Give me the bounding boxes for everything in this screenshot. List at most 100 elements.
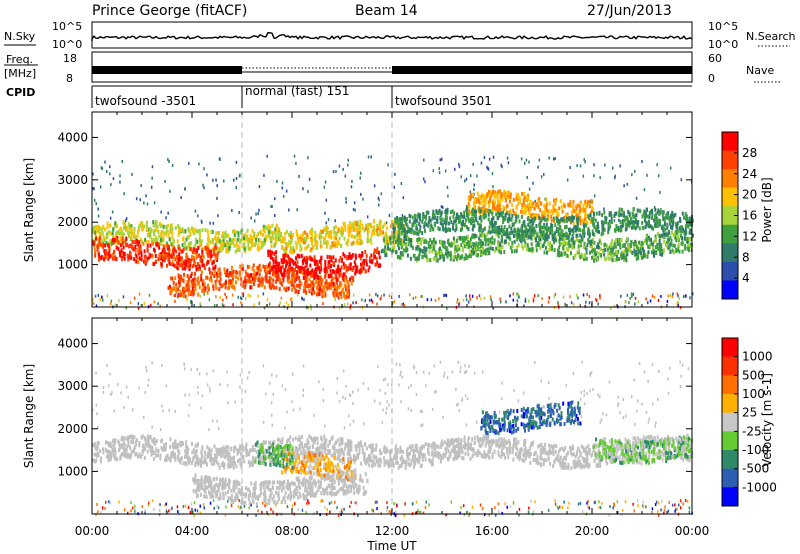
range-cell xyxy=(292,259,295,264)
range-cell xyxy=(364,249,367,254)
scatter-cell xyxy=(258,185,261,189)
range-cell xyxy=(344,287,347,292)
ground-cell xyxy=(653,295,656,299)
scatter-cell xyxy=(171,163,174,167)
range-cell xyxy=(198,253,201,258)
range-cell xyxy=(431,212,434,217)
range-cell xyxy=(465,236,467,241)
range-cell xyxy=(489,246,492,251)
range-cell xyxy=(261,283,263,288)
range-cell xyxy=(478,224,481,229)
range-cell xyxy=(183,290,185,295)
range-cell xyxy=(279,280,282,285)
range-cell xyxy=(529,199,532,204)
range-cell xyxy=(144,237,147,242)
scatter-cell xyxy=(382,378,385,382)
scatter-cell xyxy=(641,160,643,163)
range-cell xyxy=(461,226,463,231)
range-cell xyxy=(347,230,350,235)
range-cell xyxy=(258,282,261,287)
range-cell xyxy=(305,255,308,260)
range-cell xyxy=(569,243,572,248)
range-cell xyxy=(570,251,572,256)
range-cell xyxy=(580,235,583,240)
scatter-cell xyxy=(200,406,202,410)
scatter-cell xyxy=(104,160,106,164)
range-cell xyxy=(367,229,370,234)
range-cell xyxy=(218,267,221,272)
range-cell xyxy=(653,218,656,223)
range-cell xyxy=(200,277,203,282)
range-cell xyxy=(451,209,454,214)
ground-cell xyxy=(492,306,494,310)
range-cell xyxy=(622,243,625,248)
range-cell xyxy=(150,237,153,242)
range-cell xyxy=(135,259,138,264)
ground-cell xyxy=(676,292,679,296)
scatter-cell xyxy=(235,186,237,189)
range-cell xyxy=(179,263,182,267)
range-cell xyxy=(285,259,288,264)
range-cell xyxy=(361,223,364,228)
range-cell xyxy=(589,242,592,246)
range-cell xyxy=(395,220,398,225)
range-cell xyxy=(162,224,165,229)
y-tick-label: 2000 xyxy=(57,215,88,229)
range-cell xyxy=(399,238,402,243)
range-cell xyxy=(663,232,666,237)
range-cell xyxy=(473,205,476,210)
range-cell xyxy=(190,279,193,284)
range-cell xyxy=(428,216,431,221)
range-cell xyxy=(242,245,245,250)
power-heatmap xyxy=(92,112,694,310)
range-cell xyxy=(487,189,490,194)
range-cell xyxy=(553,234,556,238)
range-cell xyxy=(325,266,328,271)
range-cell xyxy=(435,218,438,223)
range-cell xyxy=(333,235,336,240)
range-cell xyxy=(444,251,447,256)
ground-cell xyxy=(101,298,104,302)
range-cell xyxy=(600,253,603,257)
range-cell xyxy=(517,201,520,206)
range-cell xyxy=(253,282,255,286)
range-cell xyxy=(555,214,558,219)
range-cell xyxy=(544,212,547,217)
range-cell xyxy=(644,218,646,223)
range-cell xyxy=(362,259,365,264)
range-cell xyxy=(235,274,238,279)
scatter-cell xyxy=(442,205,444,209)
range-cell xyxy=(154,220,157,225)
range-cell xyxy=(166,263,168,268)
range-cell xyxy=(418,228,421,233)
scatter-cell xyxy=(349,394,352,397)
range-cell xyxy=(567,247,570,252)
range-cell xyxy=(431,240,434,245)
range-cell xyxy=(212,260,215,265)
range-cell xyxy=(282,259,285,263)
range-cell xyxy=(202,279,205,283)
range-cell xyxy=(337,291,340,296)
range-cell xyxy=(450,243,453,248)
range-cell xyxy=(562,246,565,251)
range-cell xyxy=(455,248,458,253)
range-cell xyxy=(186,256,189,261)
range-cell xyxy=(398,221,401,226)
range-cell xyxy=(179,274,182,279)
range-cell xyxy=(395,250,398,254)
range-cell xyxy=(179,257,182,262)
range-cell xyxy=(171,276,174,281)
range-cell xyxy=(134,245,137,249)
scatter-cell xyxy=(540,379,542,383)
range-cell xyxy=(365,223,368,228)
scatter-cell xyxy=(322,399,325,402)
range-cell xyxy=(310,228,312,233)
range-cell xyxy=(571,241,574,246)
range-cell xyxy=(177,261,180,266)
range-cell xyxy=(669,242,672,247)
ground-cell xyxy=(588,295,591,298)
ground-cell xyxy=(338,306,341,310)
range-cell xyxy=(605,216,608,221)
range-cell xyxy=(268,282,271,287)
